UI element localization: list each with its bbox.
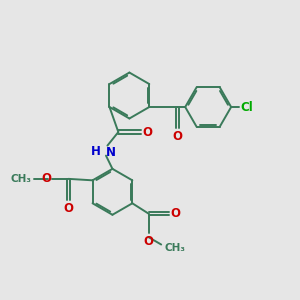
- Text: O: O: [63, 202, 74, 215]
- Text: H: H: [91, 145, 101, 158]
- Text: O: O: [143, 125, 153, 139]
- Text: O: O: [172, 130, 182, 143]
- Text: O: O: [143, 235, 154, 248]
- Text: N: N: [106, 146, 116, 159]
- Text: O: O: [171, 207, 181, 220]
- Text: Cl: Cl: [240, 100, 253, 113]
- Text: CH₃: CH₃: [10, 174, 31, 184]
- Text: CH₃: CH₃: [165, 243, 186, 253]
- Text: O: O: [41, 172, 51, 185]
